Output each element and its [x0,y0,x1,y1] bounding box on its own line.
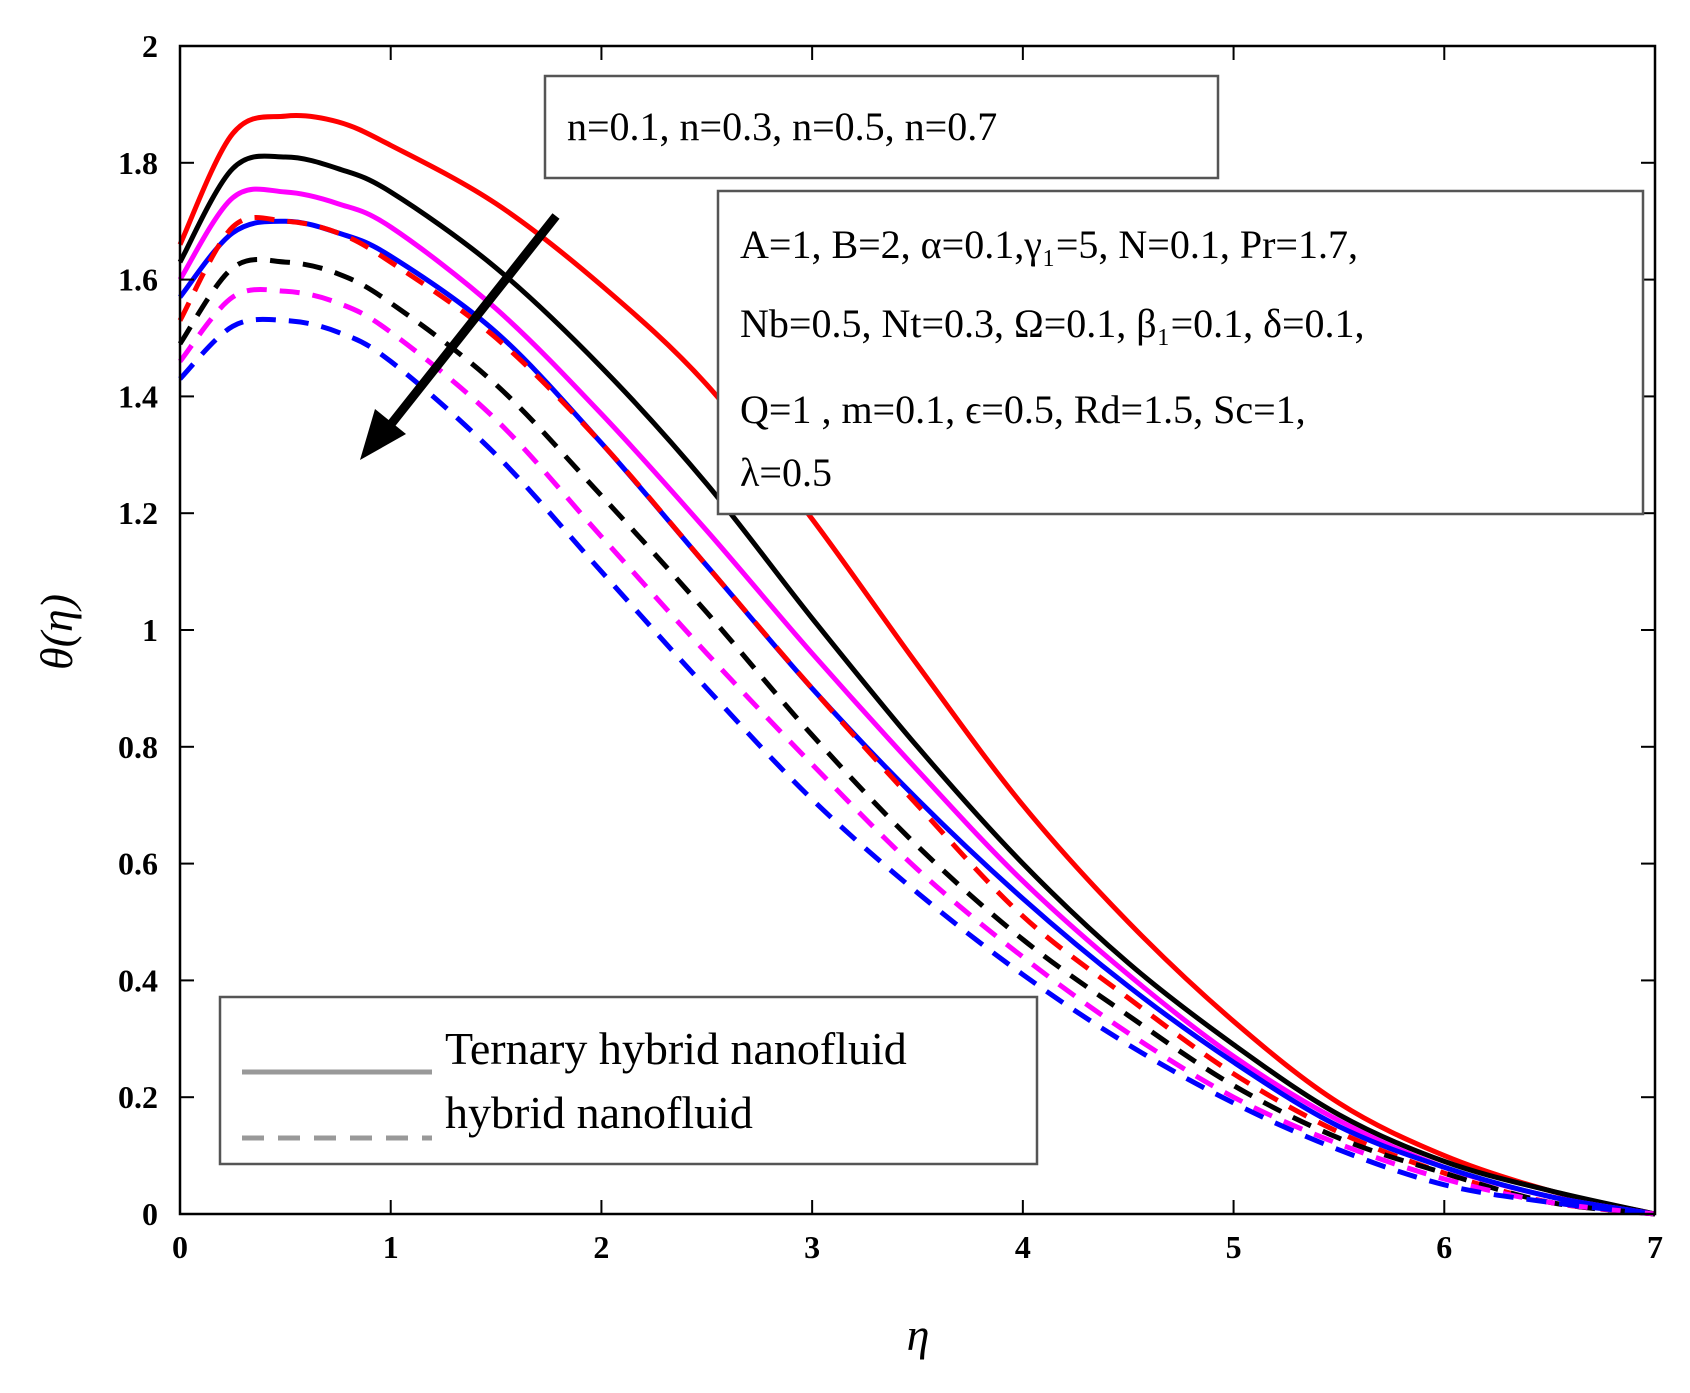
y-tick-label: 1.2 [118,495,158,531]
series-line-7 [178,286,1656,1217]
y-tick-label: 1.8 [118,145,158,181]
legend-entry-hybrid: hybrid nanofluid [445,1087,753,1138]
x-axis-label: η [907,1309,930,1360]
x-tick-label: 1 [383,1229,399,1265]
params-box [716,189,1645,516]
params-line-2: Nb=0.5, Nt=0.3, Ω=0.1, β₁=0.1, δ=0.1, [740,301,1365,346]
y-tick-label: 1 [142,612,158,648]
n-values-text: n=0.1, n=0.3, n=0.5, n=0.7 [567,104,997,149]
x-tick-label: 7 [1647,1229,1663,1265]
y-axis-label: θ(η) [31,594,82,670]
x-tick-label: 6 [1436,1229,1452,1265]
y-tick-label: 0 [142,1196,158,1232]
series-line-6 [177,257,1656,1217]
y-tick-label: 0.6 [118,846,158,882]
series-layer [177,112,1656,1217]
ticks-layer: 0 1 2 3 4 5 6 7 0 0.2 0.4 0.6 0.8 1 1.2 1.4 1.6 1.8 2 [118,28,1663,1265]
x-tick-label: 3 [804,1229,820,1265]
x-tick-label: 4 [1015,1229,1031,1265]
y-tick-label: 1.4 [118,378,158,414]
y-tick-label: 0.2 [118,1079,158,1115]
y-tick-label: 0.4 [118,962,158,998]
y-tick-label: 1.6 [118,262,158,298]
params-line-1: A=1, B=2, α=0.1,γ₁=5, N=0.1, Pr=1.7, [740,222,1358,267]
params-line-4: λ=0.5 [740,450,832,495]
params-line-3: Q=1 , m=0.1, ϵ=0.5, Rd=1.5, Sc=1, [740,387,1306,432]
y-tick-label: 2 [142,28,158,64]
n-values-box [543,74,1220,180]
series-line-5 [177,215,1656,1217]
legend: Ternary hybrid nanofluid hybrid nanoflui… [218,995,1039,1166]
decreasing-n-arrow [360,213,560,460]
series-line-1 [177,112,1656,1217]
y-tick-label: 0.8 [118,729,158,765]
x-tick-label: 0 [172,1229,188,1265]
series-line-8 [178,316,1656,1217]
series-line-2 [177,153,1656,1217]
x-tick-label: 2 [593,1229,609,1265]
x-tick-label: 5 [1226,1229,1242,1265]
legend-entry-ternary: Ternary hybrid nanofluid [445,1023,907,1074]
series-line-3 [177,186,1656,1217]
